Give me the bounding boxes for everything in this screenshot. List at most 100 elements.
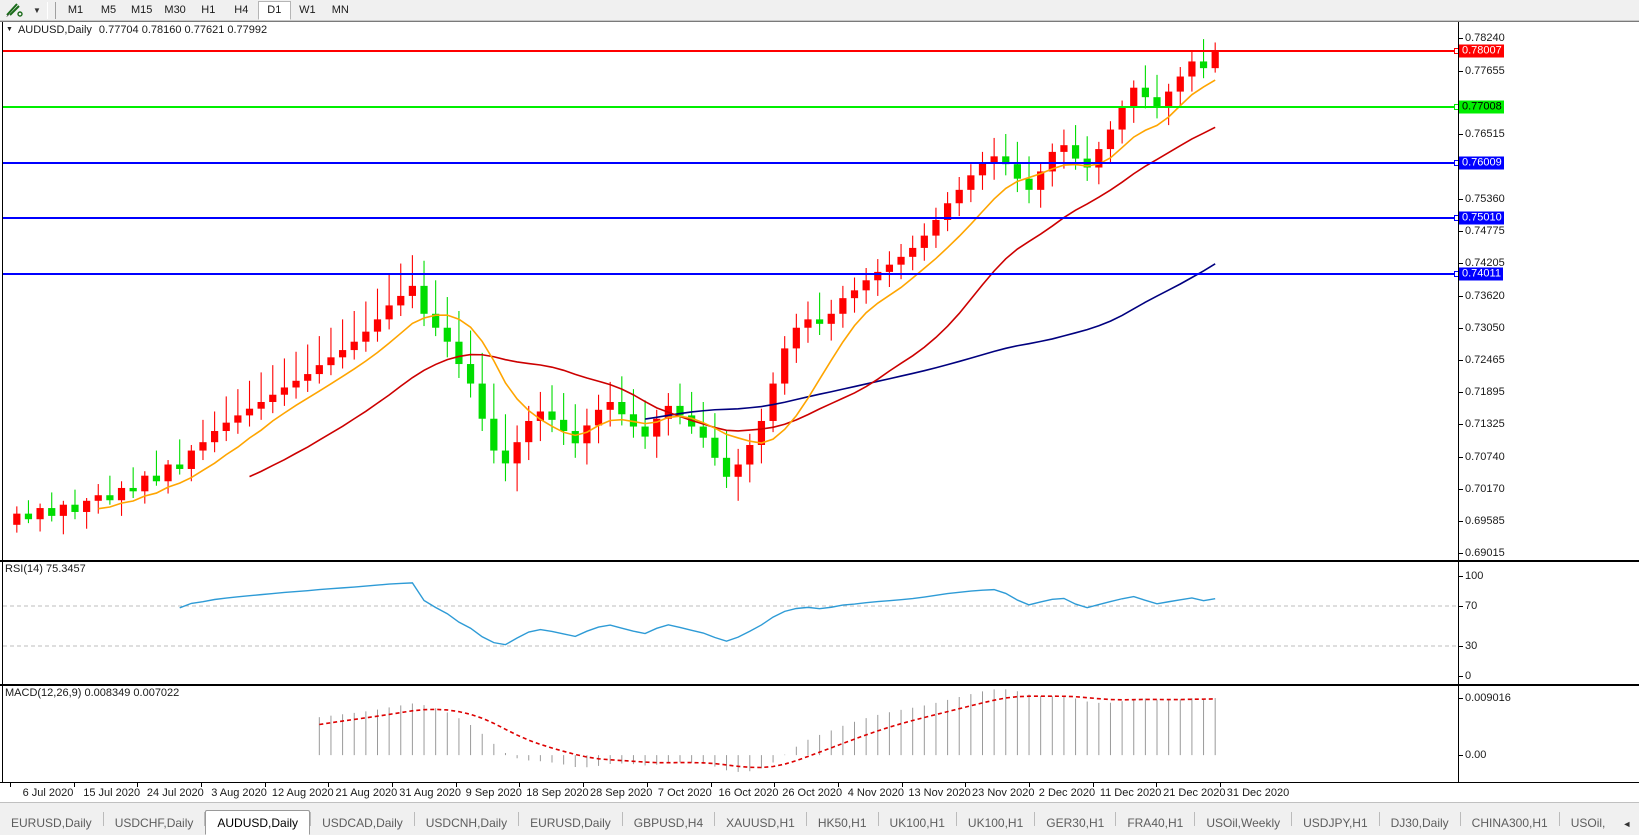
time-axis-tick (1156, 783, 1158, 787)
horizontal-line-level-blue-1[interactable] (3, 159, 1458, 166)
macd-series-svg (318, 689, 1216, 772)
time-axis-tick (1028, 783, 1030, 787)
time-axis-tick (264, 783, 266, 787)
timeframe-button-mn[interactable]: MN (331, 4, 349, 16)
price-scale[interactable]: 0.78240 0.77655 0.76515 0.75360 0.74775 0.742… (1458, 22, 1639, 560)
tab-separator (1194, 812, 1196, 826)
horizontal-line-handle[interactable] (1454, 271, 1458, 278)
rsi-label: RSI(14) 75.3457 (5, 563, 86, 575)
chart-canvas-area: ▼ AUDUSD,Daily 0.77704 0.78160 0.77621 0… (0, 21, 1639, 802)
tab-separator (1034, 812, 1036, 826)
chart-menu-caret-icon[interactable]: ▼ (6, 26, 13, 33)
rsi-scale-label: 30 (1465, 640, 1478, 652)
chart-tab-usoil-[interactable]: USOil, (1570, 816, 1606, 830)
price-plot-area[interactable] (2, 22, 1458, 560)
chart-tab-usdcnh-daily[interactable]: USDCNH,Daily (425, 816, 508, 830)
price-scale-label: 0.73620 (1465, 289, 1505, 302)
time-axis-tick (1220, 783, 1221, 787)
time-axis-tick (519, 783, 521, 787)
symbol-name-label: AUDUSD,Daily (17, 23, 92, 36)
macd-scale-tick (1459, 755, 1463, 757)
time-axis-tick (901, 783, 903, 787)
price-scale-label: 0.73050 (1465, 321, 1505, 334)
tab-separator (413, 812, 415, 826)
price-scale-tick (1459, 263, 1463, 265)
chart-tab-usoil-weekly[interactable]: USOil,Weekly (1206, 816, 1281, 830)
timeframe-button-w1[interactable]: W1 (299, 4, 316, 16)
time-axis-label: 21 Aug 2020 (335, 787, 398, 799)
timeframe-button-m5[interactable]: M5 (100, 4, 117, 16)
chart-tab-fra40-h1[interactable]: FRA40,H1 (1127, 816, 1184, 830)
price-scale-tick (1459, 231, 1463, 233)
symbol-info-header: ▼ AUDUSD,Daily 0.77704 0.78160 0.77621 0… (2, 22, 267, 37)
price-scale-tick (1459, 295, 1463, 297)
price-scale-tick (1459, 70, 1463, 72)
tab-separator (805, 812, 807, 826)
timeframe-button-d1[interactable]: D1 (257, 0, 291, 20)
chart-tab-china300-h1[interactable]: CHINA300,H1 (1471, 816, 1548, 830)
tab-separator (204, 812, 206, 826)
horizontal-line-resistance-red[interactable] (3, 48, 1458, 54)
chevron-down-icon[interactable]: ▼ (33, 5, 41, 15)
price-scale-label: 0.69585 (1465, 515, 1505, 528)
chart-tab-eurusd-daily[interactable]: EURUSD,Daily (11, 816, 92, 830)
tab-separator (102, 812, 104, 826)
chart-tab-xauusd-h1[interactable]: XAUUSD,H1 (726, 816, 795, 830)
price-tag-support-green: 0.77008 (1459, 100, 1504, 114)
horizontal-line-handle[interactable] (1454, 48, 1458, 54)
macd-plot-area[interactable] (2, 686, 1458, 801)
price-scale-tick (1459, 360, 1463, 362)
time-axis-tick (201, 783, 203, 787)
time-axis-tick (1092, 783, 1094, 787)
chart-tab-eurusd-daily[interactable]: EURUSD,Daily (530, 816, 611, 830)
chart-tab-gbpusd-h4[interactable]: GBPUSD,H4 (633, 816, 704, 830)
price-scale-label: 0.76515 (1465, 128, 1505, 141)
price-pane[interactable]: ▼ AUDUSD,Daily 0.77704 0.78160 0.77621 0… (0, 22, 1639, 561)
price-tag-level-blue-1: 0.76009 (1459, 156, 1504, 170)
chart-tab-ger30-h1[interactable]: GER30,H1 (1046, 816, 1105, 830)
time-axis-label: 2 Dec 2020 (1038, 787, 1096, 799)
price-scale-tick (1459, 456, 1463, 458)
chevron-left-icon[interactable]: ◄ (1622, 819, 1632, 829)
time-axis-label: 26 Oct 2020 (782, 787, 843, 799)
time-axis-label: 3 Aug 2020 (211, 787, 267, 799)
rsi-pane[interactable]: RSI(14) 75.3457 100 70 30 0 (0, 561, 1639, 685)
timeframe-button-m15[interactable]: M15 (131, 4, 153, 16)
horizontal-line-handle[interactable] (1454, 103, 1458, 110)
price-tag-level-blue-3: 0.74011 (1459, 267, 1503, 281)
chart-tab-usdjpy-h1[interactable]: USDJPY,H1 (1303, 816, 1368, 830)
tab-separator (1558, 812, 1560, 826)
chart-tab-hk50-h1[interactable]: HK50,H1 (817, 816, 867, 830)
price-scale-tick (1459, 424, 1463, 426)
chart-tab-usdchf-daily[interactable]: USDCHF,Daily (114, 816, 194, 830)
time-axis-tick (583, 783, 585, 787)
toolbar-grip[interactable] (47, 1, 56, 19)
timeframe-button-m1[interactable]: M1 (67, 4, 84, 16)
macd-scale-tick (1459, 698, 1463, 699)
chart-tab-uk100-h1[interactable]: UK100,H1 (967, 816, 1024, 830)
chart-tab-usdcad-daily[interactable]: USDCAD,Daily (322, 816, 403, 830)
time-axis-tick (73, 783, 75, 787)
chart-tab-uk100-h1[interactable]: UK100,H1 (889, 816, 945, 830)
time-axis-tick (710, 783, 712, 787)
tab-separator (955, 812, 957, 826)
rsi-scale-label: 0 (1465, 670, 1472, 682)
horizontal-line-support-green[interactable] (3, 103, 1458, 110)
chart-tab-dj30-daily[interactable]: DJ30,Daily (1390, 816, 1449, 830)
rsi-plot-area[interactable] (2, 562, 1458, 684)
tab-separator (518, 812, 520, 826)
horizontal-line-level-blue-3[interactable] (3, 271, 1458, 278)
horizontal-line-level-blue-2[interactable] (3, 215, 1458, 222)
horizontal-line-handle[interactable] (1454, 215, 1458, 222)
price-series-svg (13, 39, 1219, 535)
chart-tab-audusd-daily[interactable]: AUDUSD,Daily (205, 810, 311, 835)
time-axis-label: 11 Dec 2020 (1099, 787, 1162, 799)
timeframe-button-m30[interactable]: M30 (164, 4, 186, 16)
crosshair-draw-icon[interactable] (0, 1, 30, 20)
time-axis[interactable]: 6 Jul 2020 15 Jul 2020 24 Jul 2020 3 Aug 20… (0, 782, 1639, 802)
timeframe-button-h1[interactable]: H1 (201, 4, 216, 16)
horizontal-line-handle[interactable] (1454, 159, 1458, 166)
timeframe-button-h4[interactable]: H4 (234, 4, 249, 16)
tab-separator (621, 812, 623, 826)
price-scale-label: 0.70740 (1465, 450, 1505, 463)
